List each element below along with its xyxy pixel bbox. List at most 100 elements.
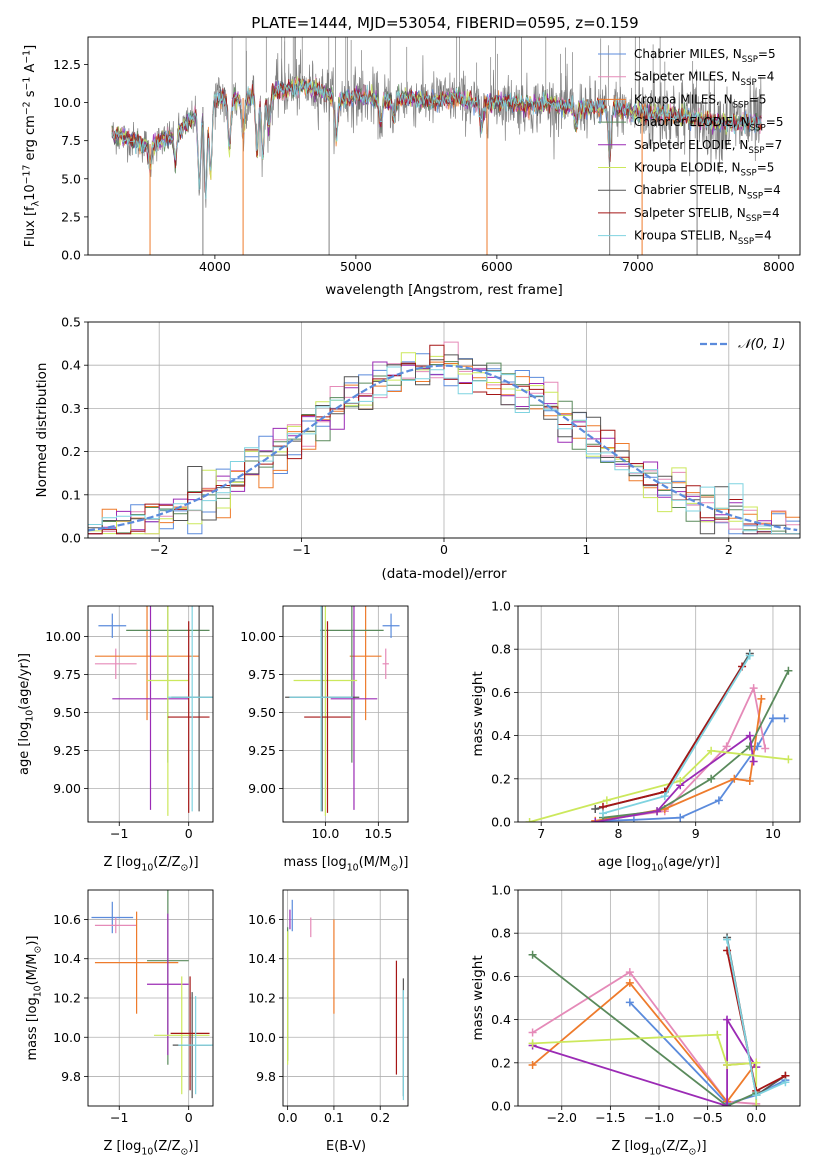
legend-label: Chabrier STELIB, NSSP=4: [634, 183, 781, 201]
y-tick-label: 10.4: [53, 951, 81, 966]
weight-marker-chabrier_miles: [629, 815, 638, 822]
weight-marker-kroupa_stelib: [660, 792, 669, 801]
x-tick-label: 7: [537, 826, 545, 841]
weight-marker-salpeter_miles: [749, 684, 758, 693]
x-tick-label: 0.2: [370, 1110, 390, 1125]
weight-marker-kroupa_elodie: [602, 796, 611, 805]
plot-area: [285, 606, 400, 816]
weight-marker-kroupa_miles: [528, 1060, 537, 1069]
weight-marker-chabrier_elodie: [528, 950, 537, 959]
weight-marker-kroupa_elodie: [752, 1058, 761, 1067]
y-tick-label: 0.0: [491, 1099, 511, 1114]
x-tick-label: 8000: [763, 259, 795, 274]
legend-label: 𝒩(0, 1): [738, 337, 785, 352]
x-tick-label: 4000: [199, 259, 231, 274]
y-tick-label: 2.5: [61, 209, 81, 224]
x-axis-label: Z [log10(Z/Z⊙)]: [103, 1139, 198, 1158]
y-tick-label: 0.4: [491, 1012, 511, 1027]
axes-weight_vs_age: 7 8 9 10 0.0 0.2 0.4 0.6 0.8 1.0 age [log10(age/yr…: [470, 599, 801, 874]
y-tick-label: 0.2: [61, 444, 81, 459]
y-tick-label: 10.6: [53, 912, 81, 927]
x-tick-label: 6000: [481, 259, 513, 274]
x-tick-label: 0.0: [278, 1110, 298, 1125]
weight-marker-kroupa_elodie: [784, 755, 793, 764]
weight-marker-kroupa_miles: [625, 978, 634, 987]
weight-marker-kroupa_stelib: [723, 935, 732, 944]
weight-marker-salpeter_miles: [761, 744, 770, 753]
weight-marker-chabrier_elodie: [784, 666, 793, 675]
y-axis-label: Flux [fλ10−17 erg cm−2 s−1 A−1]: [21, 45, 41, 247]
plot-area: [528, 933, 790, 1106]
x-tick-label: 8: [614, 826, 622, 841]
x-axis-label: wavelength [Angstrom, rest frame]: [325, 282, 563, 298]
y-tick-label: 10.0: [248, 1030, 276, 1045]
axes-weight_vs_Z: −2.0 −1.5 −1.0 −0.5 0.0 0.0 0.2 0.4 0.6 0.8 1.0 Z […: [470, 883, 801, 1158]
weight-marker-chabrier_miles: [676, 813, 685, 822]
axes-frame: [517, 605, 801, 823]
y-tick-label: 9.8: [256, 1069, 276, 1084]
weight-marker-kroupa_elodie: [723, 1060, 732, 1069]
plot-area: [111, 37, 763, 255]
plot-area: [525, 649, 793, 822]
weight-line-salpeter_stelib: [602, 666, 743, 808]
y-tick-label: 10.4: [248, 951, 276, 966]
x-axis-label: Z [log10(Z/Z⊙)]: [611, 1139, 706, 1158]
legend-label: Salpeter STELIB, NSSP=4: [634, 206, 780, 224]
axes-age_vs_mass: 10.0 10.5 9.00 9.25 9.50 9.75 10.00 mass [log10…: [240, 605, 408, 874]
x-tick-label: 2: [725, 542, 733, 557]
y-tick-label: 9.50: [248, 705, 276, 720]
weight-line-chabrier_elodie: [532, 954, 757, 1106]
axes-spectrum: 4000 5000 6000 7000 8000 0.0 2.5 5.0 7.5 10.0 12.5…: [21, 36, 801, 298]
histogram-kroupa_stelib: [88, 366, 800, 535]
x-tick-label: −1.5: [595, 1110, 625, 1125]
weight-marker-salpeter_elodie: [745, 731, 754, 740]
weight-marker-chabrier_miles: [768, 714, 777, 723]
y-tick-label: 9.00: [248, 781, 276, 796]
x-tick-label: −0.5: [692, 1110, 722, 1125]
axes-mass_vs_ebv: 0.0 0.1 0.2 9.8 10.0 10.2 10.4 10.6 E(B-V): [248, 889, 409, 1154]
weight-marker-salpeter_elodie: [723, 1015, 732, 1024]
x-tick-label: 10.5: [364, 826, 392, 841]
x-axis-label: E(B-V): [326, 1139, 366, 1154]
x-tick-label: 0: [440, 542, 448, 557]
normal-curve: [88, 364, 798, 532]
weight-marker-kroupa_miles: [730, 774, 739, 783]
grid: [283, 890, 408, 1106]
y-tick-label: 0.1: [61, 487, 81, 502]
y-tick-label: 10.00: [240, 629, 276, 644]
y-tick-label: 10.00: [45, 629, 81, 644]
y-tick-label: 0.8: [491, 926, 511, 941]
y-tick-label: 12.5: [53, 57, 81, 72]
y-tick-label: 0.6: [491, 685, 511, 700]
axes-residuals: −2 −1 0 1 2 0.0 0.1 0.2 0.3 0.4 0.5 𝒩(0, 1) (data-mo…: [34, 315, 801, 582]
weight-marker-chabrier_miles: [780, 714, 789, 723]
weight-marker-kroupa_stelib: [745, 651, 754, 660]
weight-marker-kroupa_miles: [745, 776, 754, 785]
weight-marker-salpeter_miles: [625, 968, 634, 977]
y-tick-label: 0.6: [491, 969, 511, 984]
y-tick-label: 0.4: [491, 728, 511, 743]
weight-marker-salpeter_elodie: [591, 818, 600, 822]
y-tick-label: 7.5: [61, 133, 81, 148]
y-tick-label: 9.50: [53, 705, 81, 720]
x-tick-label: 10: [765, 826, 781, 841]
plot-area: [88, 341, 800, 535]
weight-marker-kroupa_stelib: [752, 1091, 761, 1100]
y-tick-label: 0.0: [61, 531, 81, 546]
figure-title: PLATE=1444, MJD=53054, FIBERID=0595, z=0…: [251, 14, 638, 32]
axes-frame: [517, 889, 801, 1107]
axes-frame: [87, 321, 801, 539]
legend-label: Salpeter ELODIE, NSSP=7: [634, 138, 782, 156]
weight-marker-salpeter_elodie: [723, 1102, 732, 1106]
weight-marker-salpeter_elodie: [653, 807, 662, 816]
y-tick-label: 9.8: [61, 1069, 81, 1084]
spectrum-legend: Chabrier MILES, NSSP=5 Salpeter MILES, NS…: [598, 47, 783, 247]
grid: [88, 890, 213, 1106]
axes-frame: [87, 36, 801, 256]
weight-marker-chabrier_elodie: [745, 742, 754, 751]
grid: [518, 889, 800, 1107]
y-tick-label: 1.0: [491, 883, 511, 898]
x-tick-label: 0: [185, 1110, 193, 1125]
y-tick-label: 10.0: [53, 95, 81, 110]
